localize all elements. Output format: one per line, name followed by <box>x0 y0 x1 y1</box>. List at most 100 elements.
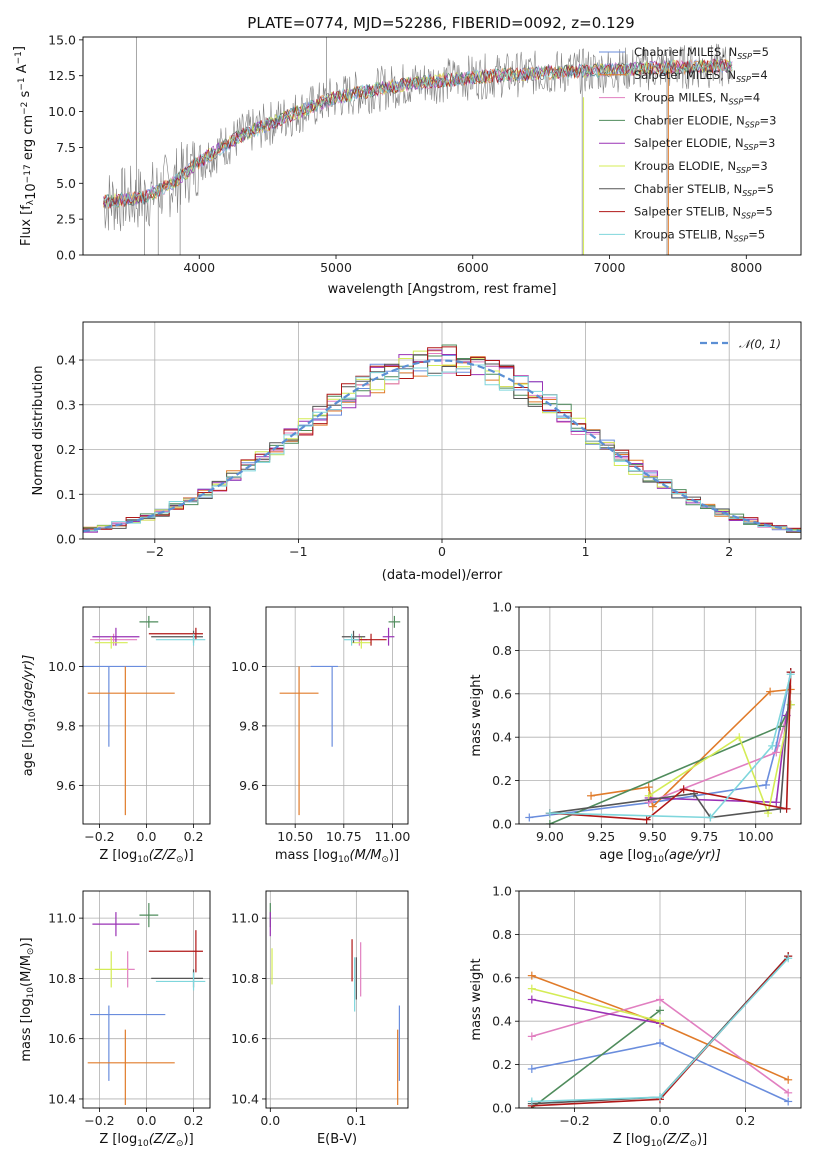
weight_vs_Z-ytick-label-4: 0.8 <box>492 927 512 942</box>
weight_vs_Z-ytick-label-5: 1.0 <box>492 884 512 899</box>
spectrum-model-line-7 <box>103 58 733 209</box>
spectrum-frame <box>82 36 802 256</box>
spectrum-xtick-label-3: 7000 <box>594 260 626 275</box>
residuals-xtick-label-3: 1 <box>582 544 590 559</box>
age_vs_Z-axes: −0.2 0.0 0.2 9.6 9.8 10.0 <box>48 607 210 844</box>
weight_vs_Z-marker-4-0 <box>527 995 536 1004</box>
mass_vs_Z-ytick-label-3: 11.0 <box>48 911 76 926</box>
weight_vs_age-xtick-label-4: 10.00 <box>738 829 774 844</box>
weight_vs_Z-marker-2-0 <box>527 1032 536 1041</box>
weight_vs_age-marker-0-0 <box>525 813 534 822</box>
weight_vs_age-marker-3-0 <box>545 820 554 824</box>
age_vs_mass-point-0 <box>310 665 338 747</box>
weight_vs_age-xtick-label-3: 9.75 <box>690 829 718 844</box>
legend-label-3: Chabrier ELODIE, NSSP=3 <box>634 113 776 129</box>
age_vs_mass-xtick-label-2: 11.00 <box>375 829 411 844</box>
weight_vs_Z-marker-1-2 <box>784 1075 793 1084</box>
weight_vs_age-marker-0-2 <box>762 780 771 789</box>
weight_vs_age-ytick-label-0: 0.0 <box>492 817 512 832</box>
residuals-ytick-label-4: 0.4 <box>56 353 76 368</box>
weight_vs_Z-ytick-label-0: 0.0 <box>492 1101 512 1116</box>
age_vs_Z-point-6 <box>151 630 203 643</box>
weight_vs_age-ylabel: mass weight <box>469 674 484 756</box>
mass_vs_ebv-ytick-label-1: 10.6 <box>231 1031 259 1046</box>
weight_vs_age-marker-8-2 <box>768 741 777 750</box>
weight_vs_Z-xtick-label-0: −0.2 <box>559 1113 589 1128</box>
figure-title: PLATE=0774, MJD=52286, FIBERID=0092, z=0… <box>247 14 634 32</box>
weight_vs_age-series-3 <box>549 704 792 824</box>
legend-label-0: Chabrier MILES, NSSP=5 <box>634 45 769 61</box>
spectrum-axes: 4000 5000 6000 7000 8000 0.0 2.5 5.0 7.5 10.0 12.5… <box>48 32 762 275</box>
weight_vs_Z-marker-2-1 <box>656 995 664 1004</box>
residuals-ytick-label-2: 0.2 <box>56 442 76 457</box>
age_vs_mass-axes: 10.50 10.75 11.00 9.6 9.8 10.0 <box>231 607 410 844</box>
legend-label-1: Salpeter MILES, NSSP=4 <box>634 68 768 84</box>
weight_vs_Z-marker-0-0 <box>527 1064 536 1073</box>
mass_vs_ebv-ytick-label-0: 10.4 <box>231 1091 259 1106</box>
residuals-xtick-label-2: 0 <box>438 544 446 559</box>
weight_vs_Z-xlabel: Z [log10(Z/Z⊙)] <box>613 1132 707 1149</box>
age_vs_Z-point-1 <box>87 666 175 816</box>
spectrum-ytick-label-4: 10.0 <box>48 104 76 119</box>
mass_vs_ebv-axes: 0.0 0.1 10.4 10.6 10.8 11.0 <box>231 891 408 1128</box>
age_vs_Z-frame <box>82 606 211 825</box>
weight_vs_age-series-8 <box>549 674 792 819</box>
weight_vs_Z-xtick-label-1: 0.0 <box>650 1113 670 1128</box>
age_vs_mass-xtick-label-1: 10.75 <box>326 829 362 844</box>
spectrum-ytick-label-0: 0.0 <box>56 248 76 263</box>
mass_vs_Z-point-3 <box>139 903 159 928</box>
mass_vs_Z-ytick-label-2: 10.8 <box>48 971 76 986</box>
weight_vs_Z-marker-5-1 <box>656 1017 664 1026</box>
legend-label-5: Kroupa ELODIE, NSSP=3 <box>634 159 768 175</box>
spectrum-lines <box>103 37 733 255</box>
spectrum-ytick-label-1: 2.5 <box>56 212 76 227</box>
age_vs_Z-point-3 <box>139 615 159 628</box>
residuals-frame <box>82 321 802 540</box>
weight_vs_age-series-5 <box>648 704 792 816</box>
weight_vs_Z-marker-8-2 <box>784 954 793 963</box>
weight_vs_age-ytick-label-2: 0.4 <box>492 730 512 745</box>
weight_vs_Z-marker-3-1 <box>656 1006 664 1015</box>
age_vs_Z-point-2 <box>90 633 138 646</box>
mass_vs_Z-xlabel: Z [log10(Z/Z⊙)] <box>99 1132 193 1149</box>
weight_vs_Z-series-3 <box>531 1009 661 1108</box>
weight_vs_age-marker-8-0 <box>545 809 554 818</box>
weight_vs_age-marker-5-0 <box>644 791 653 800</box>
mass_vs_Z-point-6 <box>151 969 203 988</box>
spectrum-xlabel: wavelength [Angstrom, rest frame] <box>328 282 557 297</box>
residuals-hist-7 <box>83 346 801 530</box>
mass_vs_Z-point-4 <box>92 912 140 937</box>
weight_vs_age-marker-1-1 <box>644 783 653 792</box>
weight_vs_Z-marker-8-1 <box>656 1093 664 1102</box>
legend-label-2: Kroupa MILES, NSSP=4 <box>634 91 760 107</box>
legend-label-4: Salpeter ELODIE, NSSP=3 <box>634 136 775 152</box>
weight_vs_Z-ytick-label-1: 0.2 <box>492 1057 512 1072</box>
age_vs_Z-xlabel: Z [log10(Z/Z⊙)] <box>99 848 193 865</box>
mass_vs_Z-ytick-label-1: 10.6 <box>48 1031 76 1046</box>
mass_vs_Z-xtick-label-0: −0.2 <box>84 1113 114 1128</box>
weight_vs_age-series-1 <box>590 688 791 809</box>
weight_vs_age-marker-8-3 <box>786 670 795 679</box>
mass_vs_ebv-ytick-label-2: 10.8 <box>231 971 259 986</box>
weight_vs_Z-ytick-label-3: 0.6 <box>492 970 512 985</box>
spectrum-xtick-label-2: 6000 <box>457 260 489 275</box>
residuals-xtick-label-4: 2 <box>725 544 733 559</box>
age_vs_Z-xtick-label-1: 0.0 <box>137 829 157 844</box>
mass_vs_ebv-xtick-label-0: 0.0 <box>260 1113 280 1128</box>
legend-label-8: Kroupa STELIB, NSSP=5 <box>634 227 765 243</box>
spectrum-ytick-label-5: 12.5 <box>48 68 76 83</box>
residuals-ytick-label-3: 0.3 <box>56 397 76 412</box>
weight_vs_age-marker-5-1 <box>735 733 744 742</box>
mass_vs_Z-point-8 <box>155 972 206 991</box>
mass_vs_Z-errorbars <box>87 903 206 1105</box>
weight_vs_age-marker-1-3 <box>766 687 775 696</box>
age_vs_mass-point-5 <box>351 636 372 649</box>
weight_vs_Z-series-4 <box>531 998 661 1025</box>
weight_vs_age-marker-1-0 <box>587 791 596 800</box>
mass_vs_ebv-ytick-label-3: 11.0 <box>231 911 259 926</box>
weight_vs_Z-ytick-label-2: 0.4 <box>492 1014 512 1029</box>
age_vs_mass-point-1 <box>279 666 319 816</box>
mass_vs_Z-ylabel: mass [log10(M/M⊙)] <box>19 937 36 1061</box>
mass_vs_Z-axes: −0.2 0.0 0.2 10.4 10.6 10.8 11.0 <box>48 891 210 1128</box>
weight_vs_age-ytick-label-3: 0.6 <box>492 686 512 701</box>
